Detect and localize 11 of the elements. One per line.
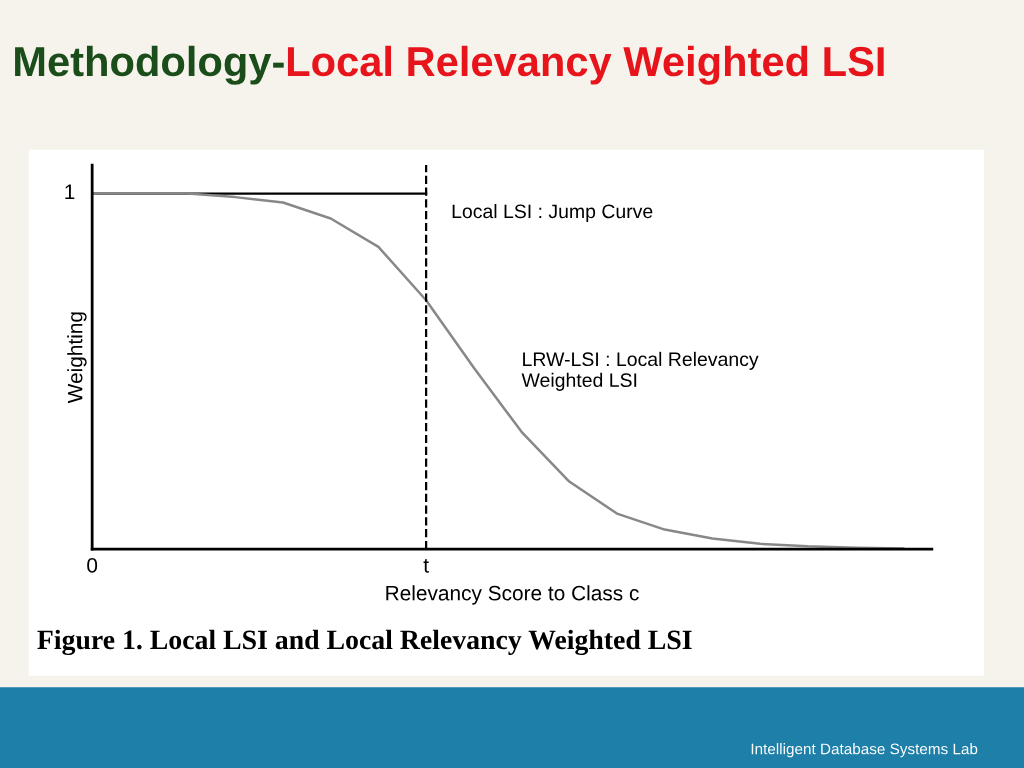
x-tick-label: t bbox=[423, 559, 429, 573]
y-axis-title: Weighting bbox=[67, 312, 87, 404]
x-axis-title: Relevancy Score to Class c bbox=[386, 585, 639, 605]
x-tick-label: 0 bbox=[87, 558, 98, 573]
text: 1 bbox=[65, 184, 75, 199]
chart-title: Methodology- bbox=[15, 45, 284, 85]
series-label: Local LSI : Jump Curve bbox=[452, 203, 653, 223]
text: Intelligent Database Systems Lab bbox=[751, 743, 978, 758]
series-label: LRW-LSI : Local Relevancy Weighted LSI bbox=[521, 351, 759, 391]
caption: Figure 1. Local LSI and Local Relevancy Weighted LSI bbox=[37, 629, 692, 656]
chart-subtitle: Local Relevancy Weighted LSI bbox=[287, 45, 884, 85]
